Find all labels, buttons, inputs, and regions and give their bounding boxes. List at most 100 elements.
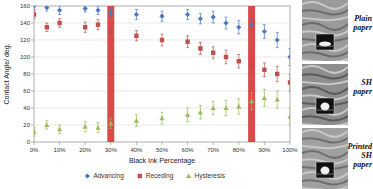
data-point bbox=[249, 22, 254, 27]
x-tick bbox=[110, 142, 111, 145]
x-tick-label: 50% bbox=[156, 147, 169, 153]
data-point bbox=[34, 12, 36, 16]
error-bar bbox=[109, 26, 112, 36]
legend: Advancing Receding Hysteresis bbox=[85, 172, 226, 180]
sem-panel: Printed SH paper bbox=[302, 128, 373, 189]
threshold-bar bbox=[107, 6, 114, 142]
error-bar bbox=[186, 36, 189, 48]
data-point bbox=[57, 8, 62, 13]
y-tick-label: 100 bbox=[20, 54, 31, 60]
y-tick bbox=[31, 23, 34, 24]
y-tick bbox=[31, 40, 34, 41]
error-bar bbox=[97, 20, 100, 30]
error-bar bbox=[161, 34, 164, 46]
data-point bbox=[83, 124, 88, 129]
sem-image bbox=[302, 0, 348, 61]
sem-panel: SH paper bbox=[302, 64, 373, 125]
data-point bbox=[95, 8, 100, 13]
sem-texture bbox=[302, 64, 348, 125]
data-point bbox=[83, 6, 88, 11]
data-point bbox=[34, 6, 37, 9]
y-tick bbox=[31, 91, 34, 92]
error-bar bbox=[289, 74, 291, 91]
data-point bbox=[249, 99, 254, 104]
x-tick-label: 40% bbox=[130, 147, 143, 153]
x-tick bbox=[136, 142, 137, 145]
data-point bbox=[134, 34, 138, 38]
data-point bbox=[262, 68, 266, 72]
x-tick-label: 20% bbox=[79, 147, 92, 153]
data-point bbox=[275, 72, 279, 76]
x-tick-label: 30% bbox=[105, 147, 118, 153]
data-point bbox=[211, 51, 215, 55]
x-tick bbox=[290, 142, 291, 145]
error-bar bbox=[225, 50, 228, 64]
data-point bbox=[83, 25, 87, 29]
data-point bbox=[108, 121, 113, 126]
x-tick bbox=[34, 142, 35, 145]
error-bar bbox=[276, 66, 279, 81]
legend-marker bbox=[85, 173, 90, 178]
x-tick bbox=[264, 142, 265, 145]
data-point bbox=[236, 104, 241, 109]
data-point bbox=[287, 54, 290, 59]
data-point bbox=[160, 38, 164, 42]
sem-texture bbox=[302, 128, 348, 189]
sem-texture bbox=[302, 0, 348, 61]
x-axis-label: Black Ink Percentage bbox=[129, 157, 195, 165]
data-point bbox=[223, 20, 228, 25]
y-tick bbox=[31, 57, 34, 58]
y-tick-label: 60 bbox=[23, 88, 30, 94]
chart: 0204060801001201401600%10%20%30%40%50%60… bbox=[0, 0, 300, 189]
data-point bbox=[57, 127, 62, 132]
data-point bbox=[249, 63, 253, 67]
data-point bbox=[95, 125, 100, 130]
data-point bbox=[96, 23, 100, 27]
sem-image bbox=[302, 64, 348, 125]
legend-label: Receding bbox=[146, 172, 174, 180]
image-label: Plain paper bbox=[342, 14, 372, 32]
error-bar bbox=[212, 47, 215, 59]
error-bar bbox=[34, 10, 36, 19]
y-axis-label: Contact Angle/ deg. bbox=[3, 43, 11, 104]
data-point bbox=[134, 118, 139, 123]
y-tick-label: 120 bbox=[20, 37, 31, 43]
x-tick-label: 60% bbox=[182, 147, 195, 153]
data-point bbox=[109, 29, 113, 33]
data-point bbox=[185, 40, 189, 44]
y-tick bbox=[31, 125, 34, 126]
data-point bbox=[262, 95, 267, 100]
y-tick-label: 40 bbox=[23, 105, 30, 111]
data-point bbox=[44, 6, 49, 10]
data-point bbox=[185, 12, 190, 17]
data-point bbox=[34, 129, 37, 134]
error-bar bbox=[263, 63, 266, 77]
x-tick-label: 100% bbox=[282, 147, 298, 153]
x-tick bbox=[238, 142, 239, 145]
data-point bbox=[108, 10, 113, 15]
data-point bbox=[211, 14, 216, 19]
y-tick-label: 20 bbox=[23, 122, 30, 128]
data-point bbox=[236, 25, 241, 30]
error-bar bbox=[45, 23, 48, 32]
y-tick bbox=[31, 74, 34, 75]
plot-marks bbox=[34, 6, 290, 142]
data-point bbox=[44, 122, 49, 127]
legend-marker bbox=[138, 174, 142, 178]
data-point bbox=[57, 21, 61, 25]
error-bar bbox=[84, 22, 87, 32]
x-tick-label: 90% bbox=[258, 147, 271, 153]
x-tick-label: 10% bbox=[54, 147, 67, 153]
legend-label: Hysteresis bbox=[195, 172, 226, 180]
y-tick bbox=[31, 6, 34, 7]
error-bar bbox=[135, 31, 138, 41]
data-point bbox=[45, 25, 49, 29]
sem-panel: Plain paper bbox=[302, 0, 373, 61]
data-point bbox=[224, 55, 228, 59]
data-point bbox=[275, 97, 280, 102]
error-bar bbox=[250, 59, 253, 73]
y-tick bbox=[31, 108, 34, 109]
data-point bbox=[223, 105, 228, 110]
legend-label: Advancing bbox=[93, 172, 124, 180]
y-tick-label: 140 bbox=[20, 20, 31, 26]
